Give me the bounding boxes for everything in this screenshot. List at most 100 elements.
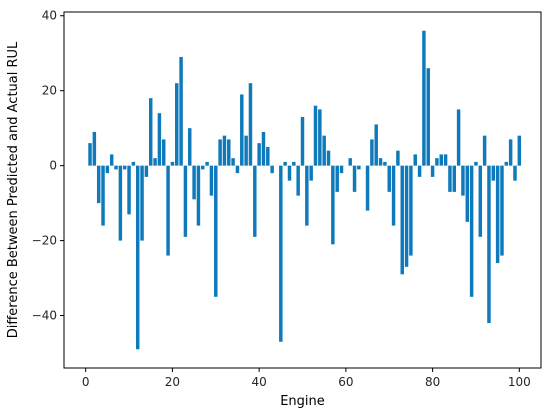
- bar-engine-79: [426, 68, 430, 166]
- bar-engine-16: [153, 158, 157, 166]
- bar-engine-58: [335, 165, 339, 192]
- bar-engine-33: [227, 139, 231, 166]
- bar-engine-78: [422, 30, 426, 166]
- bar-engine-89: [469, 165, 474, 297]
- bar-engine-90: [474, 161, 478, 166]
- bar-engine-46: [283, 161, 287, 166]
- y-tick-label: 0: [49, 159, 57, 173]
- bar-engine-55: [322, 135, 326, 166]
- bar-engine-36: [240, 94, 244, 166]
- bar-engine-13: [140, 165, 144, 241]
- bar-engine-69: [383, 161, 387, 166]
- bar-engine-94: [491, 165, 496, 181]
- x-tick-label: 0: [82, 375, 90, 389]
- y-tick-label: 40: [42, 9, 57, 23]
- bar-engine-40: [257, 143, 261, 166]
- bar-engine-41: [261, 131, 266, 166]
- y-tick-label: −40: [32, 309, 57, 323]
- bar-engine-57: [331, 165, 335, 245]
- bar-engine-76: [413, 154, 417, 166]
- y-tick-label: 20: [42, 84, 57, 98]
- bar-engine-65: [365, 165, 370, 211]
- bar-engine-4: [101, 165, 105, 226]
- x-tick-label: 80: [425, 375, 440, 389]
- bar-engine-8: [118, 165, 123, 241]
- bar-engine-97: [504, 161, 509, 166]
- x-axis-ticks: 0 20 40 60 80 100: [82, 368, 531, 389]
- bar-engine-86: [456, 109, 461, 166]
- bar-engine-66: [370, 139, 374, 166]
- bar-engine-27: [201, 165, 205, 170]
- bar-engine-68: [378, 158, 383, 166]
- bar-engine-61: [348, 158, 352, 166]
- bar-engine-62: [352, 165, 357, 192]
- y-axis-label: Difference Between Predicted and Actual …: [6, 41, 21, 338]
- bar-engine-85: [452, 165, 457, 192]
- bar-engine-6: [109, 154, 114, 166]
- bar-engine-39: [253, 165, 257, 237]
- bar-engine-37: [244, 135, 248, 166]
- x-tick-label: 60: [338, 375, 353, 389]
- bar-engine-83: [443, 154, 448, 166]
- bar-engine-87: [461, 165, 465, 196]
- bar-engine-99: [513, 165, 517, 181]
- bar-engine-95: [495, 165, 500, 264]
- bar-engine-63: [357, 165, 361, 170]
- bar-engine-19: [166, 165, 170, 256]
- bar-engine-45: [279, 165, 283, 342]
- bar-engine-84: [448, 165, 452, 192]
- bar-engine-96: [500, 165, 504, 256]
- bar-engine-24: [188, 128, 192, 166]
- bar-engine-11: [131, 161, 136, 166]
- bar-engine-2: [92, 131, 97, 166]
- bar-engine-72: [396, 150, 400, 166]
- bar-engine-91: [478, 165, 483, 237]
- bar-engine-77: [417, 165, 422, 177]
- bar-engine-9: [122, 165, 127, 170]
- bar-engine-73: [400, 165, 404, 275]
- bar-engine-71: [391, 165, 396, 226]
- plot-frame: [63, 11, 542, 369]
- bar-engine-48: [292, 161, 296, 166]
- bar-engine-5: [105, 165, 110, 174]
- bar-engine-22: [179, 56, 183, 166]
- x-tick-label: 40: [251, 375, 266, 389]
- bar-engine-32: [222, 135, 227, 166]
- bar-engine-12: [135, 165, 140, 350]
- bar-engine-42: [266, 146, 270, 166]
- bar-engine-21: [175, 83, 179, 166]
- bar-engine-43: [270, 165, 274, 174]
- bar-engine-75: [409, 165, 413, 256]
- bar-engine-1: [88, 143, 92, 166]
- bar-engine-18: [162, 139, 166, 166]
- bar-engine-29: [209, 165, 214, 196]
- bar-engine-38: [248, 83, 253, 166]
- bar-engine-7: [114, 165, 118, 170]
- bar-engine-20: [170, 161, 175, 166]
- bar-engine-54: [318, 109, 322, 166]
- bar-engine-88: [465, 165, 470, 222]
- bar-engine-23: [183, 165, 188, 237]
- bar-engine-35: [235, 165, 240, 174]
- bar-engine-34: [231, 158, 235, 166]
- bar-engine-52: [309, 165, 313, 181]
- bar-engine-15: [148, 98, 153, 166]
- bar-engine-51: [305, 165, 309, 226]
- bar-engine-28: [205, 161, 209, 166]
- bar-engine-47: [287, 165, 292, 181]
- bar-engine-81: [435, 158, 439, 166]
- x-axis-label: Engine: [280, 394, 325, 409]
- bar-group: [88, 30, 522, 350]
- y-axis-ticks: −40 −20 0 20 40: [32, 9, 64, 323]
- x-tick-label: 20: [165, 375, 180, 389]
- bar-engine-80: [430, 165, 435, 177]
- bar-engine-98: [508, 139, 513, 166]
- bar-engine-49: [296, 165, 300, 196]
- bar-engine-10: [127, 165, 131, 215]
- bar-engine-50: [300, 116, 305, 166]
- bar-engine-31: [218, 139, 222, 166]
- bar-engine-56: [326, 150, 331, 166]
- bar-engine-26: [196, 165, 201, 226]
- bar-engine-92: [482, 135, 487, 166]
